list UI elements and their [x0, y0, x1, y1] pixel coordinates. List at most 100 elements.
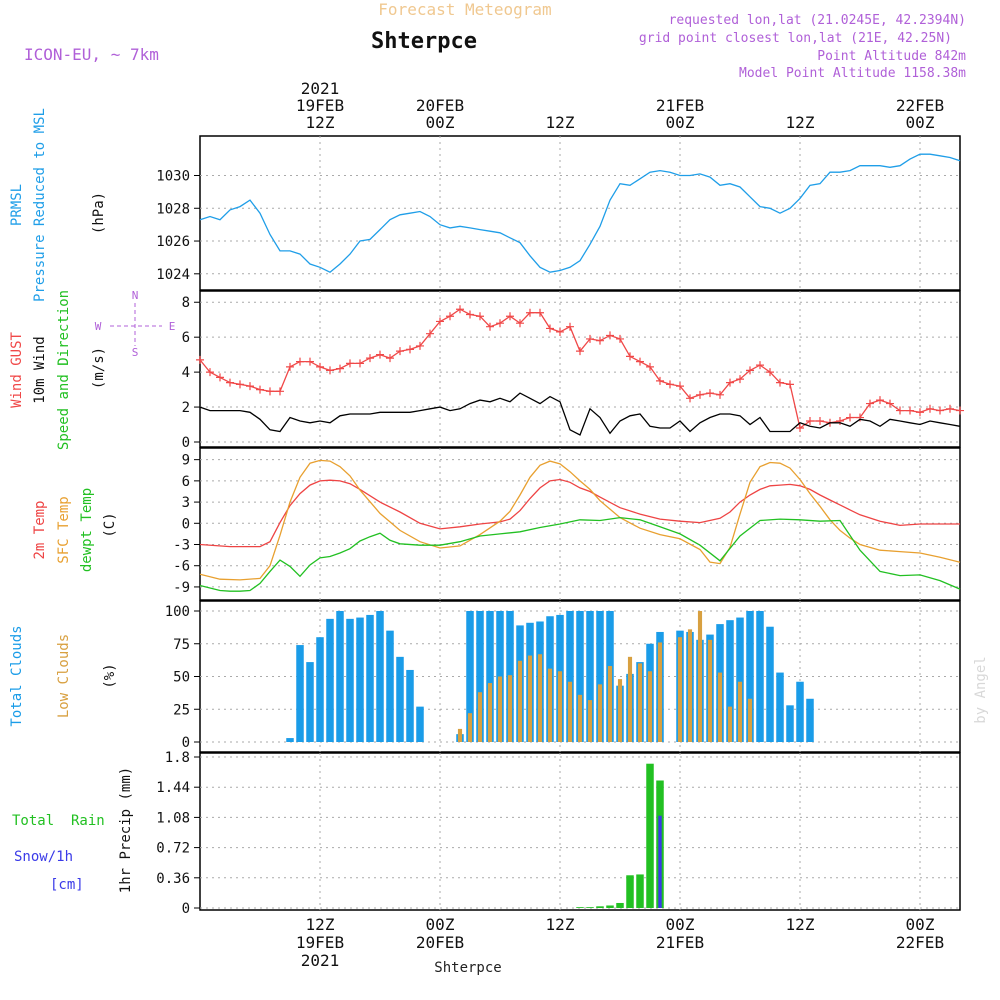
plot-area: 1024 1026 1028 1030 0 2 4 6 8 -9 -6 -3 0 3 6 9 0 25 50 75 10…	[156, 79, 964, 970]
bar-total-rain	[626, 875, 634, 908]
gust-marker	[706, 389, 714, 398]
gust-marker	[566, 322, 574, 331]
gust-marker	[676, 382, 684, 391]
time-label-bottom: 12Z	[786, 915, 815, 934]
time-label-top: 20FEB	[416, 96, 464, 115]
gust-marker	[356, 359, 364, 368]
gust-marker	[616, 334, 624, 343]
gust-marker	[866, 399, 874, 408]
bar-low-clouds	[527, 655, 533, 742]
bar-low-clouds	[697, 611, 703, 742]
point-altitude: Point Altitude 842m	[817, 49, 966, 64]
bar-total-rain	[636, 874, 644, 908]
bar-total-clouds	[766, 626, 774, 742]
bar-total-clouds	[486, 611, 494, 742]
gust-marker	[336, 364, 344, 373]
bar-total-clouds	[396, 656, 404, 742]
gust-marker	[446, 312, 454, 321]
gust-marker	[756, 361, 764, 370]
time-label-bottom: 00Z	[426, 915, 455, 934]
compass-icon: N S W E	[95, 289, 176, 359]
bar-low-clouds	[707, 639, 713, 742]
bar-total-rain	[576, 907, 584, 908]
bar-low-clouds	[507, 675, 513, 742]
compass-north: N	[132, 289, 139, 302]
bar-low-clouds	[637, 663, 643, 742]
gust-marker	[766, 368, 774, 377]
gust-marker	[656, 376, 664, 385]
model-label: ICON-EU, ~ 7km	[24, 45, 159, 64]
gust-marker	[906, 406, 914, 415]
time-label-bottom: 12Z	[546, 915, 575, 934]
gust-marker	[226, 378, 234, 387]
time-label-bottom: 20FEB	[416, 933, 464, 952]
gust-marker	[416, 341, 424, 350]
gust-marker	[936, 406, 944, 415]
bar-total-clouds	[786, 705, 794, 742]
wind-unit: (m/s)	[91, 347, 107, 389]
total-clouds-label: Total Clouds	[9, 625, 25, 726]
gust-marker	[486, 322, 494, 331]
bar-total-clouds	[356, 617, 364, 742]
bar-low-clouds	[617, 679, 623, 742]
gust-marker	[926, 404, 934, 413]
gust-marker	[606, 331, 614, 340]
y-tick-label: 1.08	[156, 810, 190, 826]
time-label-top: 21FEB	[656, 96, 704, 115]
gust-marker	[746, 366, 754, 375]
gust-marker	[296, 357, 304, 366]
gust-marker	[326, 366, 334, 375]
gust-marker	[496, 319, 504, 328]
series-line-wind-gust	[199, 308, 961, 430]
dewpt-label: dewpt Temp	[79, 488, 95, 572]
compass-south: S	[132, 346, 139, 359]
gust-marker	[696, 390, 704, 399]
y-tick-label: 3	[182, 495, 190, 511]
time-label-top: 2021	[301, 79, 340, 98]
gust-marker	[526, 308, 534, 317]
gust-marker	[846, 413, 854, 422]
y-tick-label: 25	[173, 702, 190, 718]
gust-marker	[916, 408, 924, 417]
time-label-top: 12Z	[786, 113, 815, 132]
time-label-top: 12Z	[546, 113, 575, 132]
bar-total-clouds	[776, 672, 784, 742]
bar-total-clouds	[286, 738, 294, 742]
watermark: by Angel	[973, 656, 989, 723]
bar-total-clouds	[736, 617, 744, 742]
bar-total-clouds	[746, 611, 754, 742]
bar-low-clouds	[717, 672, 723, 742]
gust-marker	[536, 308, 544, 317]
series-line-10m-wind	[199, 392, 961, 436]
gust-marker	[516, 319, 524, 328]
gust-marker	[236, 380, 244, 389]
y-tick-label: 1.44	[156, 780, 190, 796]
closest-coords: grid point closest lon,lat (21E, 42.25N)	[639, 31, 952, 46]
compass-east: E	[169, 320, 176, 333]
bar-total-clouds	[726, 620, 734, 742]
gust-marker	[346, 359, 354, 368]
y-tick-label: 1028	[156, 201, 190, 217]
low-clouds-label: Low Clouds	[56, 634, 72, 718]
bar-low-clouds	[537, 654, 543, 742]
pressure-unit: (hPa)	[91, 192, 107, 234]
bar-total-clouds	[326, 618, 334, 742]
bar-total-clouds	[336, 611, 344, 742]
gust-marker	[216, 373, 224, 382]
panel-frame-precip	[199, 752, 961, 911]
bar-total-clouds	[586, 611, 594, 742]
gust-marker	[716, 390, 724, 399]
bar-total-clouds	[796, 681, 804, 742]
y-tick-label: 9	[182, 453, 190, 469]
chart-title: Forecast Meteogram	[378, 0, 551, 19]
gust-marker	[316, 362, 324, 371]
y-tick-label: 0	[182, 516, 190, 532]
compass-west: W	[95, 320, 102, 333]
gust-label: Wind GUST	[9, 332, 25, 408]
gust-marker	[436, 317, 444, 326]
time-label-top: 12Z	[306, 113, 335, 132]
bar-total-clouds	[806, 698, 814, 742]
gust-marker	[556, 327, 564, 336]
gust-marker	[876, 396, 884, 405]
